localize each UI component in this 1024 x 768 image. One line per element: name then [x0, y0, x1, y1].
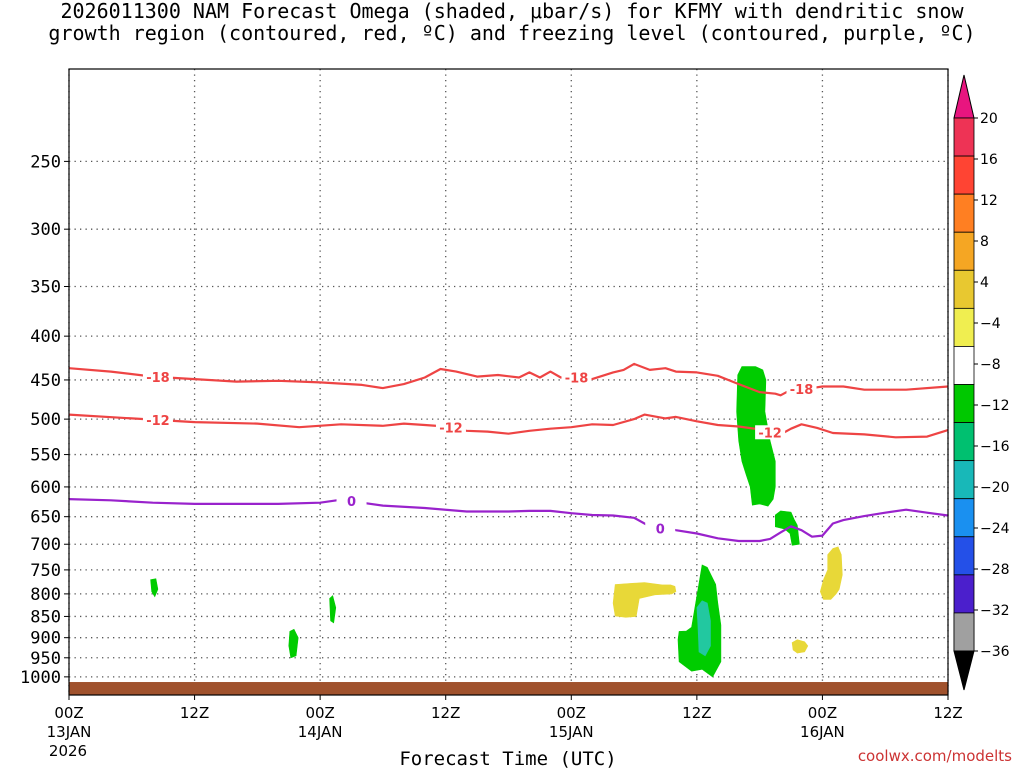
x-tick-label-h12: 12Z — [180, 704, 209, 722]
colorbar-segment-5 — [953, 307, 975, 347]
y-tick-label-1000: 1000 — [20, 668, 61, 688]
y-tick-label-250: 250 — [30, 152, 61, 172]
y-tick-label-300: 300 — [30, 220, 61, 240]
omega-region-8 — [819, 546, 843, 600]
y-tick-label-800: 800 — [30, 585, 61, 605]
contour-label-bg — [336, 494, 367, 509]
x-tick-label-h60: 12Z — [682, 704, 711, 722]
x-tick-date-h0: 13JAN — [47, 723, 92, 741]
y-tick-label-850: 850 — [30, 607, 61, 627]
omega-region-9 — [791, 639, 809, 654]
colorbar-segment-7 — [953, 384, 975, 423]
colorbar-label-0: 20 — [980, 111, 998, 127]
chart-title-line2: growth region (contoured, red, ºC) and f… — [48, 21, 976, 45]
y-tick-label-700: 700 — [30, 535, 61, 555]
colorbar-label-5: −4 — [980, 316, 1001, 332]
contour-label--12-1: -12 — [439, 422, 463, 437]
omega-region-3 — [612, 582, 677, 618]
y-tick-label-950: 950 — [30, 649, 61, 669]
colorbar-label-11: −28 — [980, 562, 1010, 578]
colorbar-segment-9 — [953, 460, 975, 500]
contour-label-bg — [142, 369, 173, 384]
omega-region-5 — [696, 600, 711, 657]
contour-label-bg — [786, 381, 817, 396]
watermark-text: coolwx.com/modelts — [858, 747, 1012, 765]
x-tick-label-h0: 00Z — [54, 704, 83, 722]
x-tick-label-h48: 00Z — [557, 704, 586, 722]
omega-region-1 — [288, 628, 299, 659]
colorbar-segment-11 — [953, 536, 975, 576]
plot-frame — [68, 68, 949, 696]
contour-label--18-0: -18 — [146, 371, 170, 386]
colorbar-segment-2 — [953, 193, 975, 233]
terrain-band — [69, 682, 948, 695]
y-tick-label-750: 750 — [30, 561, 61, 581]
omega-region-2 — [329, 595, 337, 624]
chart-title-line1: 2026011300 NAM Forecast Omega (shaded, μ… — [60, 0, 964, 23]
contour-label-bg — [435, 420, 466, 435]
x-tick-label-h24: 00Z — [305, 704, 334, 722]
colorbar: 20 16 12 8 4 −4 −8 −12 −16 −20 −24 −28 −32 −36 — [953, 74, 1010, 691]
contour-label-0-1: 0 — [656, 523, 665, 538]
x-tick-label-h36: 12Z — [431, 704, 460, 722]
colorbar-segment-10 — [953, 498, 975, 538]
colorbar-label-6: −8 — [980, 357, 1001, 373]
omega-region-0 — [150, 578, 159, 598]
y-tick-label-650: 650 — [30, 508, 61, 528]
colorbar-label-12: −32 — [980, 603, 1010, 619]
terrain-layer — [69, 682, 948, 695]
x-tick-date-h24: 14JAN — [298, 723, 343, 741]
colorbar-label-2: 12 — [980, 193, 998, 209]
y-axis: 2503003504004505005506006507007508008509… — [20, 152, 69, 688]
x-tick-label-h72: 00Z — [808, 704, 837, 722]
contour--12 — [68, 413, 949, 439]
contour-label--12-2: -12 — [758, 426, 782, 441]
contour-label--12-0: -12 — [146, 414, 170, 429]
contour-label-bg — [142, 412, 173, 427]
contour-label-bg — [561, 370, 592, 385]
colorbar-top-arrow — [953, 74, 975, 119]
x-axis-label: Forecast Time (UTC) — [399, 748, 616, 768]
contour-label-0-0: 0 — [347, 495, 356, 510]
contour-label--18-1: -18 — [565, 371, 589, 386]
y-tick-label-500: 500 — [30, 410, 61, 430]
y-tick-label-550: 550 — [30, 446, 61, 466]
x-tick-year-h0: 2026 — [49, 742, 87, 760]
colorbar-label-7: −12 — [980, 398, 1010, 414]
colorbar-segment-8 — [953, 422, 975, 462]
colorbar-label-1: 16 — [980, 152, 998, 168]
contours: -18 -18 -18 -12 -12 -12 0 0 — [68, 362, 949, 543]
y-tick-label-400: 400 — [30, 327, 61, 347]
colorbar-label-13: −36 — [980, 644, 1010, 660]
x-tick-date-h72: 16JAN — [800, 723, 845, 741]
y-tick-label-350: 350 — [30, 277, 61, 297]
contour-label-bg — [755, 425, 786, 440]
colorbar-label-8: −16 — [980, 439, 1010, 455]
colorbar-segment-3 — [953, 231, 975, 271]
contour-label-bg — [645, 521, 676, 536]
colorbar-segment-0 — [953, 117, 975, 157]
contour-label--18-2: -18 — [790, 383, 814, 398]
x-tick-date-h48: 15JAN — [549, 723, 594, 741]
colorbar-segment-1 — [953, 155, 975, 195]
y-tick-label-600: 600 — [30, 478, 61, 498]
colorbar-label-10: −24 — [980, 521, 1010, 537]
gridlines — [68, 69, 949, 695]
y-tick-label-450: 450 — [30, 371, 61, 391]
colorbar-segment-4 — [953, 269, 975, 309]
colorbar-label-4: 4 — [980, 275, 989, 291]
colorbar-segment-6 — [953, 346, 975, 385]
chart-title: 2026011300 NAM Forecast Omega (shaded, μ… — [0, 0, 1024, 44]
colorbar-segment-12 — [953, 574, 975, 614]
colorbar-label-9: −20 — [980, 480, 1010, 496]
y-tick-label-900: 900 — [30, 629, 61, 649]
colorbar-segment-last — [953, 612, 975, 652]
x-tick-label-h84: 12Z — [933, 704, 962, 722]
colorbar-bottom-arrow — [953, 650, 975, 691]
colorbar-label-3: 8 — [980, 234, 989, 250]
